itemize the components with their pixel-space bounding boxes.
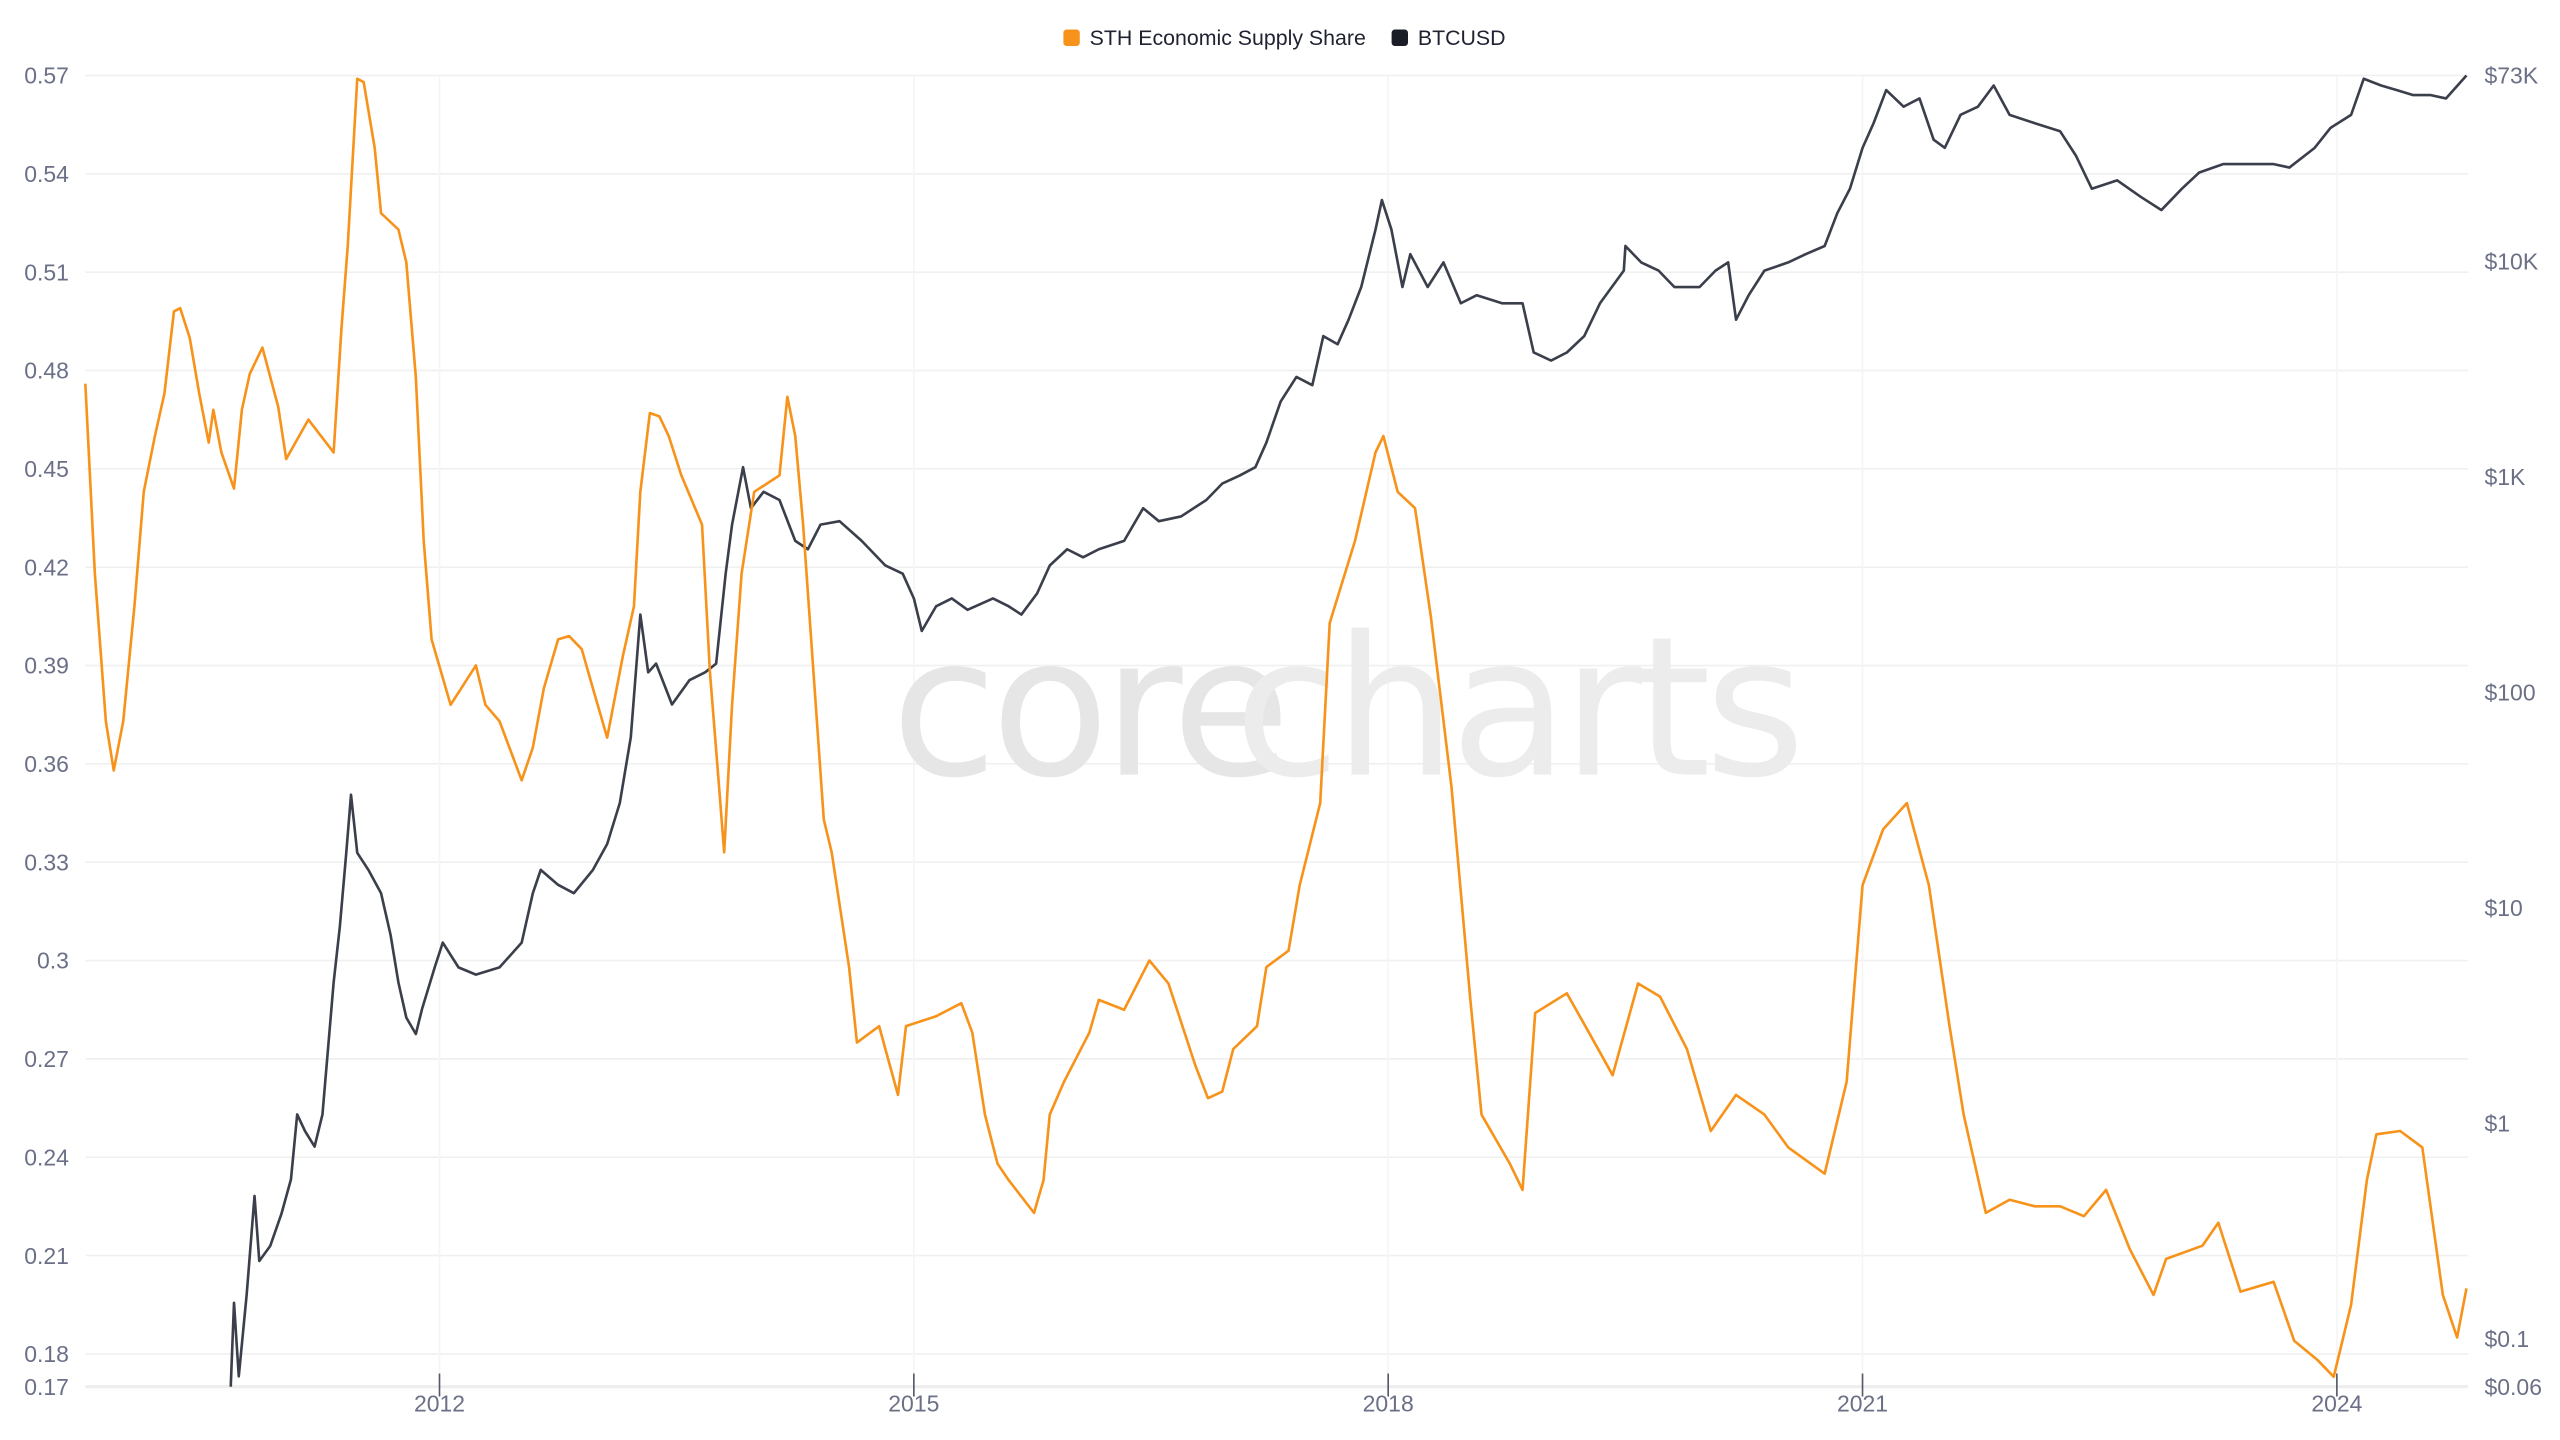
left-tick-label: 0.17 [24, 1374, 69, 1400]
series-btcusd [229, 74, 2468, 1387]
right-tick-label: $0.1 [2485, 1326, 2530, 1352]
left-tick-label: 0.24 [24, 1144, 69, 1170]
x-tick-label: 2024 [2311, 1390, 2362, 1416]
right-tick-label: $100 [2485, 680, 2536, 706]
right-tick-label: $1K [2485, 464, 2527, 490]
left-tick-label: 0.42 [24, 554, 69, 580]
grid [85, 74, 2469, 1389]
right-tick-label: $0.06 [2485, 1374, 2542, 1400]
legend-label-btcusd: BTCUSD [1418, 26, 1506, 50]
x-tick-label: 2015 [888, 1390, 939, 1416]
x-tick-label: 2018 [1363, 1390, 1414, 1416]
x-axis: 2012 2015 2018 2021 2024 [414, 1373, 2363, 1416]
series-layer [84, 74, 2468, 1387]
legend-item-btcusd[interactable]: BTCUSD [1391, 26, 1506, 50]
legend: STH Economic Supply Share BTCUSD [1063, 26, 1506, 50]
left-tick-label: 0.36 [24, 751, 69, 777]
watermark-core: core [891, 595, 1284, 821]
legend-item-sth[interactable]: STH Economic Supply Share [1063, 26, 1366, 50]
watermark-charts: charts [1234, 595, 1799, 821]
left-tick-label: 0.57 [24, 63, 69, 89]
right-tick-label: $73K [2485, 63, 2539, 89]
series-line-btcusd [229, 74, 2468, 1387]
left-tick-label: 0.51 [24, 259, 69, 285]
left-tick-label: 0.54 [24, 161, 69, 187]
left-tick-label: 0.45 [24, 456, 69, 482]
left-tick-label: 0.18 [24, 1341, 69, 1367]
legend-swatch-sth [1063, 29, 1080, 46]
right-axis: $73K $10K $1K $100 $10 $1 $0.1 $0.06 [2485, 63, 2542, 1400]
left-tick-label: 0.39 [24, 653, 69, 679]
right-tick-label: $10K [2485, 249, 2539, 275]
left-tick-label: 0.48 [24, 358, 69, 384]
left-tick-label: 0.33 [24, 849, 69, 875]
legend-label-sth: STH Economic Supply Share [1090, 26, 1366, 50]
right-tick-label: $1 [2485, 1111, 2511, 1137]
watermark: core charts [891, 595, 1805, 821]
left-tick-label: 0.21 [24, 1243, 69, 1269]
left-axis: 0.57 0.54 0.51 0.48 0.45 0.42 0.39 0.36 0.33 0.3 0… [24, 63, 69, 1400]
left-tick-label: 0.27 [24, 1046, 69, 1072]
legend-swatch-btcusd [1391, 29, 1408, 46]
right-tick-label: $10 [2485, 895, 2523, 921]
left-tick-label: 0.3 [37, 948, 69, 974]
x-tick-label: 2021 [1837, 1390, 1888, 1416]
series-sth [84, 77, 2468, 1379]
series-line-sth [84, 77, 2468, 1379]
x-tick-label: 2012 [414, 1390, 465, 1416]
